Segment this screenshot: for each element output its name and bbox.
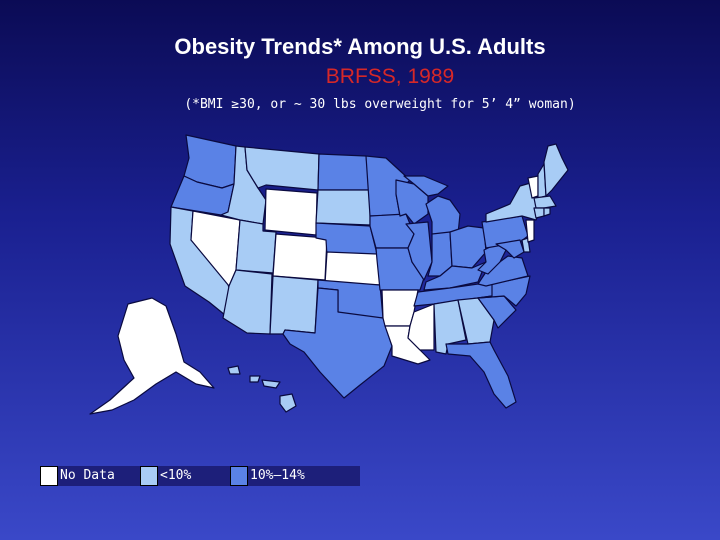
legend-swatch-10to14 — [230, 466, 248, 486]
state-HI-2 — [249, 375, 261, 383]
state-IA — [369, 213, 415, 249]
map-subtitle: BRFSS, 1989 — [325, 65, 455, 88]
state-NM — [269, 275, 319, 335]
legend-label: No Data — [40, 466, 160, 486]
state-TX — [282, 287, 393, 399]
state-AZ — [222, 269, 273, 335]
state-FL — [445, 341, 517, 409]
state-MI-UP — [403, 175, 449, 197]
state-IL — [405, 221, 433, 281]
map-title: Obesity Trends* Among U.S. Adults — [174, 34, 546, 59]
state-SD — [315, 189, 371, 226]
state-HI-4 — [279, 393, 297, 413]
state-NJ — [525, 219, 535, 243]
state-CT — [533, 207, 545, 219]
state-RI — [543, 207, 551, 217]
legend-label: 10%–14% — [230, 466, 360, 486]
legend-swatch-lt10 — [140, 466, 158, 486]
state-ME — [543, 143, 569, 197]
state-MI — [425, 195, 461, 237]
state-MT — [244, 146, 320, 191]
state-VA — [477, 255, 529, 287]
state-MD — [495, 239, 525, 259]
state-KS — [324, 251, 383, 286]
state-AK — [89, 297, 215, 415]
state-HI-1 — [227, 365, 241, 375]
legend-label: <10% — [140, 466, 250, 486]
state-ND — [317, 153, 371, 191]
state-MA — [533, 195, 557, 209]
legend-swatch-no-data — [40, 466, 58, 486]
state-GA — [457, 297, 495, 345]
state-HI-3 — [261, 379, 281, 389]
state-OH — [449, 225, 487, 269]
map-footnote: (*BMI ≥30, or ~ 30 lbs overweight for 5’… — [184, 97, 576, 112]
state-CO — [272, 233, 328, 281]
state-WY — [264, 188, 318, 236]
state-NC — [477, 275, 531, 307]
